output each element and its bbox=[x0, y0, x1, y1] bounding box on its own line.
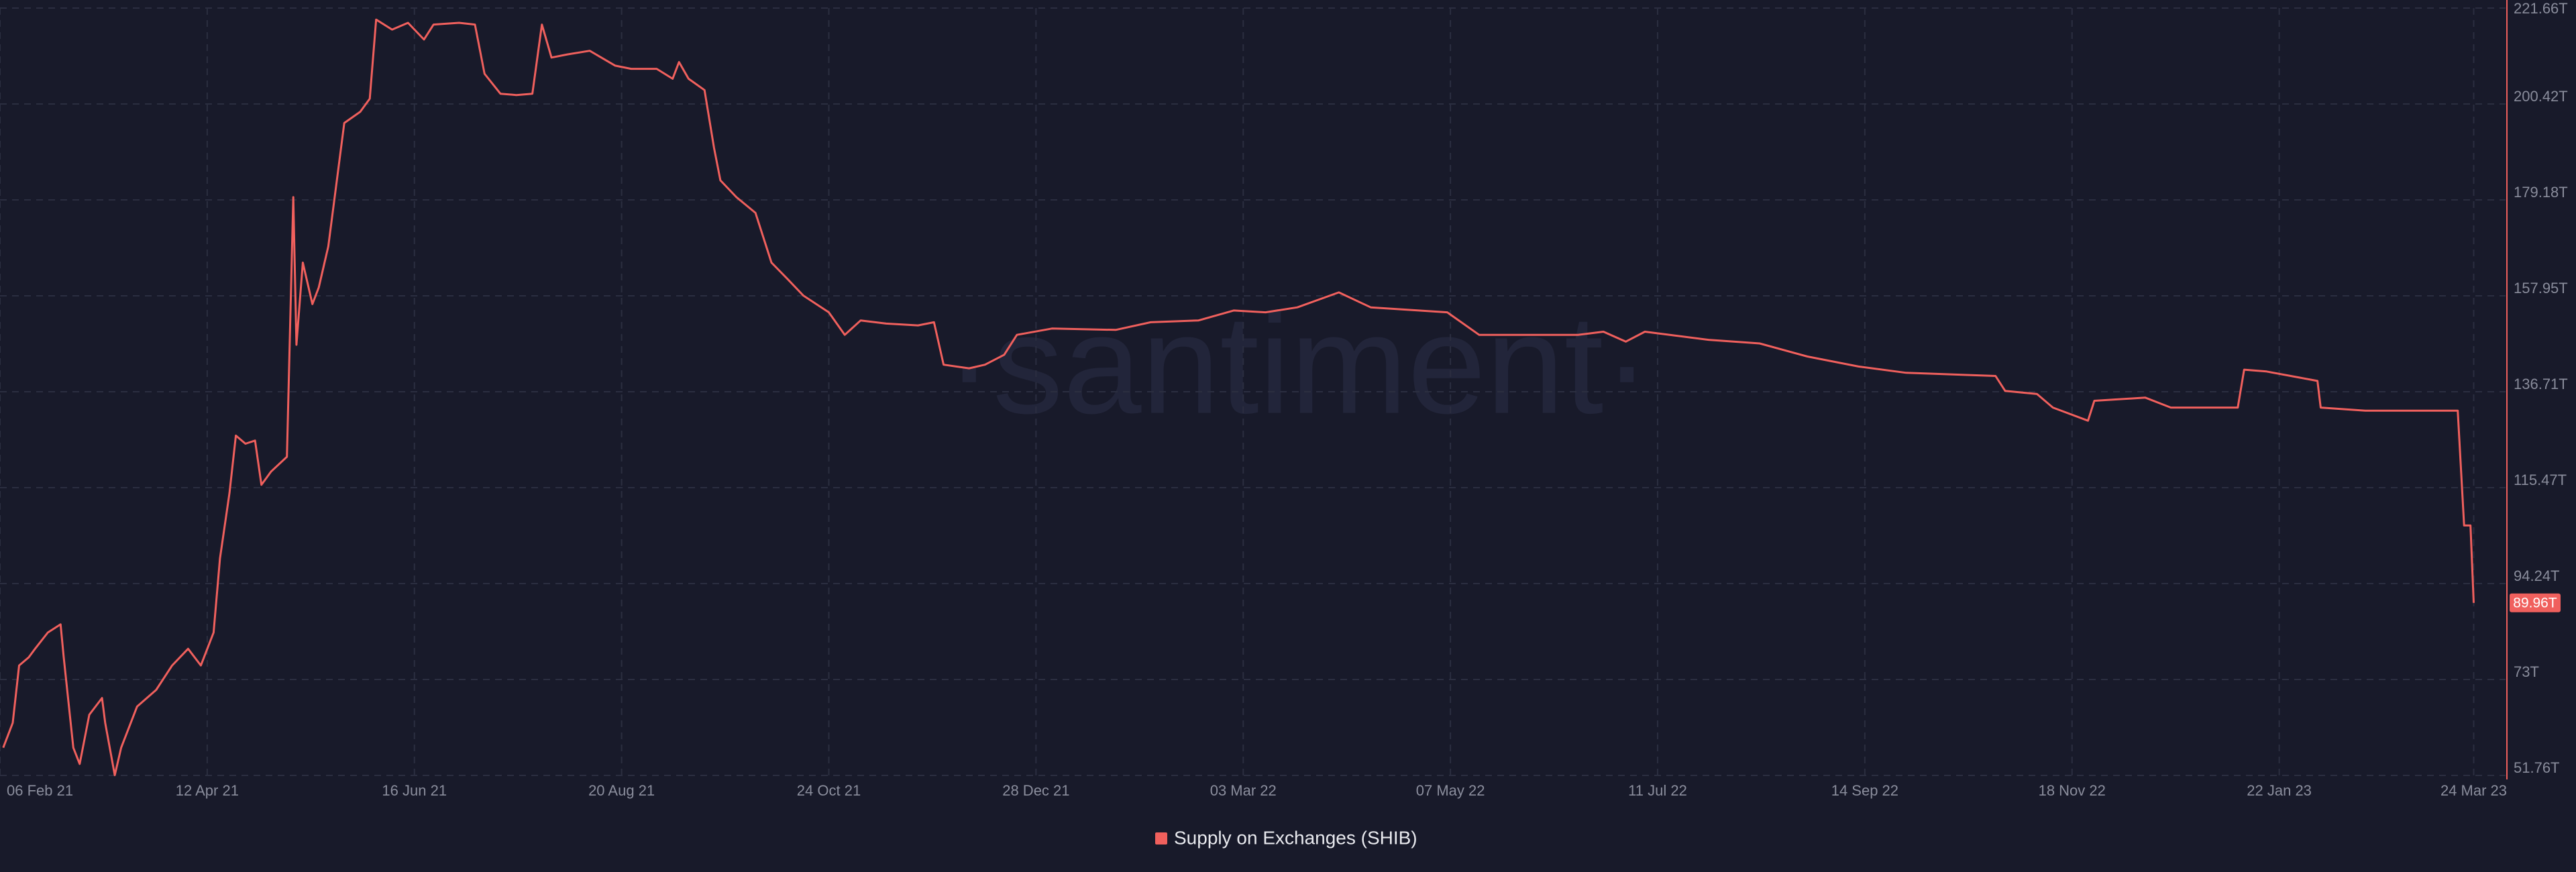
x-tick-label: 16 Jun 21 bbox=[382, 782, 447, 799]
y-tick-label: 200.42T bbox=[2514, 88, 2568, 105]
x-tick-label: 11 Jul 22 bbox=[1628, 782, 1687, 799]
line-series bbox=[2, 18, 2475, 777]
last-value-badge bbox=[2510, 593, 2561, 612]
x-tick-label: 06 Feb 21 bbox=[7, 782, 73, 799]
x-tick-label: 03 Mar 22 bbox=[1210, 782, 1277, 799]
x-tick-label: 07 May 22 bbox=[1416, 782, 1485, 799]
x-tick-label: 18 Nov 22 bbox=[2039, 782, 2106, 799]
y-tick-label: 73T bbox=[2514, 663, 2539, 680]
y-tick-label: 221.66T bbox=[2514, 0, 2568, 17]
x-tick-label: 24 Oct 21 bbox=[797, 782, 861, 799]
last-value-label: 89.96T bbox=[2513, 595, 2557, 610]
y-tick-label: 94.24T bbox=[2514, 567, 2560, 584]
x-tick-label: 28 Dec 21 bbox=[1002, 782, 1069, 799]
x-tick-label: 12 Apr 21 bbox=[176, 782, 239, 799]
x-tick-label: 24 Mar 23 bbox=[2440, 782, 2507, 799]
legend-label: Supply on Exchanges (SHIB) bbox=[1174, 827, 1417, 848]
legend-swatch bbox=[1155, 832, 1167, 844]
x-tick-label: 20 Aug 21 bbox=[588, 782, 655, 799]
y-tick-label: 115.47T bbox=[2514, 472, 2567, 488]
y-tick-label: 136.71T bbox=[2514, 376, 2568, 392]
y-tick-label: 157.95T bbox=[2514, 280, 2568, 296]
x-tick-label: 22 Jan 23 bbox=[2247, 782, 2312, 799]
watermark: ·santiment· bbox=[946, 285, 1650, 443]
y-tick-label: 51.76T bbox=[2514, 759, 2560, 776]
y-tick-label: 179.18T bbox=[2514, 184, 2568, 201]
x-tick-label: 14 Sep 22 bbox=[1831, 782, 1898, 799]
